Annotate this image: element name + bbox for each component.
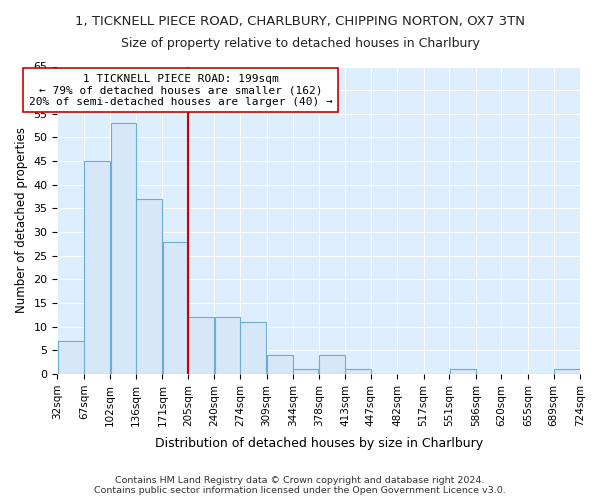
Bar	[58, 341, 83, 374]
Bar	[241, 322, 266, 374]
Bar	[554, 370, 580, 374]
Bar	[163, 242, 188, 374]
Bar	[319, 355, 345, 374]
Text: 1 TICKNELL PIECE ROAD: 199sqm
← 79% of detached houses are smaller (162)
20% of : 1 TICKNELL PIECE ROAD: 199sqm ← 79% of d…	[29, 74, 332, 107]
X-axis label: Distribution of detached houses by size in Charlbury: Distribution of detached houses by size …	[155, 437, 483, 450]
Bar	[346, 370, 371, 374]
Bar	[110, 124, 136, 374]
Bar	[293, 370, 319, 374]
Text: Size of property relative to detached houses in Charlbury: Size of property relative to detached ho…	[121, 38, 479, 51]
Bar	[215, 318, 240, 374]
Text: Contains HM Land Registry data © Crown copyright and database right 2024.
Contai: Contains HM Land Registry data © Crown c…	[94, 476, 506, 495]
Bar	[449, 370, 476, 374]
Bar	[267, 355, 293, 374]
Y-axis label: Number of detached properties: Number of detached properties	[15, 128, 28, 314]
Text: 1, TICKNELL PIECE ROAD, CHARLBURY, CHIPPING NORTON, OX7 3TN: 1, TICKNELL PIECE ROAD, CHARLBURY, CHIPP…	[75, 15, 525, 28]
Bar	[136, 199, 162, 374]
Bar	[84, 161, 110, 374]
Bar	[188, 318, 214, 374]
